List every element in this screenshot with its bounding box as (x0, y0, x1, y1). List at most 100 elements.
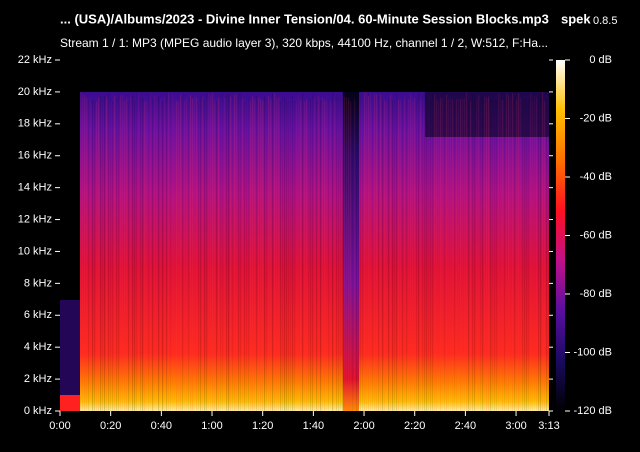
spectrum-texture (238, 93, 240, 411)
spectrum-texture (130, 94, 132, 412)
spectrum-texture (152, 99, 154, 411)
spectrum-texture (322, 97, 324, 412)
x-tick-label: 2:20 (404, 420, 425, 432)
spectrum-texture (320, 100, 322, 412)
spectrum-texture (108, 92, 110, 411)
spectrum-texture (316, 101, 318, 412)
spectrum-texture (180, 94, 182, 411)
spectrum-texture (210, 94, 212, 411)
colorbar-tick-label: -100 dB (573, 346, 612, 358)
spectrum-texture (278, 96, 280, 411)
spectrum-texture (492, 92, 494, 411)
spectrum-texture (466, 92, 468, 411)
spectrum-texture (168, 92, 170, 412)
spectrum-texture (248, 96, 250, 411)
spectrum-texture (164, 97, 166, 412)
spectrum-texture (122, 94, 124, 411)
spectrum-texture (216, 101, 218, 412)
spectrum-texture (402, 97, 404, 411)
spectrum-texture (350, 101, 352, 411)
spectrum-texture (384, 100, 386, 411)
spectrum-texture (324, 100, 326, 411)
spectrum-texture (230, 96, 232, 412)
spectrum-texture (430, 100, 432, 411)
spectrum-texture (378, 95, 380, 411)
spectrum-texture (404, 97, 406, 411)
spectrum-texture (428, 96, 430, 412)
colorbar-tick-label: 0 dB (589, 54, 612, 66)
app-version: 0.8.5 (593, 15, 617, 27)
spectrum-texture (434, 93, 436, 411)
x-tick-label: 1:20 (252, 420, 273, 432)
spectrum-texture (226, 93, 228, 411)
spectrum-texture (80, 92, 82, 411)
spectrum-texture (250, 101, 252, 411)
spectrum-texture (132, 95, 134, 411)
spectrum-texture (426, 95, 428, 411)
spectrum-texture (364, 92, 366, 412)
spectrum-texture (534, 96, 536, 411)
spectrum-texture (98, 97, 100, 412)
spectrum-texture (416, 97, 418, 411)
spectrum-texture (504, 101, 506, 411)
spectrum-texture (450, 97, 452, 411)
spectrum-texture (356, 97, 358, 411)
spectrum-texture (176, 100, 178, 411)
spectrum-texture (186, 98, 188, 411)
spectrum-texture (422, 95, 424, 411)
x-tick-label: 3:13 (538, 420, 559, 432)
spectrum-texture (438, 100, 440, 412)
spectrum-texture (110, 97, 112, 411)
spectrum-texture (148, 92, 150, 412)
spectrogram (60, 60, 550, 412)
spectrum-texture (292, 95, 294, 411)
spectrum-texture (496, 98, 498, 411)
spectrum-texture (512, 93, 514, 411)
spectrum-texture (104, 96, 106, 411)
spectrum-texture (400, 100, 402, 412)
spectrum-texture (408, 99, 410, 412)
spectrum-texture (236, 93, 238, 411)
spectrum-texture (390, 93, 392, 412)
spectrum-texture (348, 98, 350, 412)
spectrum-texture (314, 98, 316, 411)
spectrum-texture (340, 96, 342, 411)
spectrum-texture (412, 101, 414, 411)
y-tick-label: 0 kHz (24, 405, 52, 417)
spectrum-texture (528, 98, 530, 411)
spectrum-texture (242, 98, 244, 412)
spectrum-texture (284, 97, 286, 412)
spectrum-texture (208, 94, 210, 412)
spectrum-texture (486, 98, 488, 411)
spectrum-texture (354, 99, 356, 411)
spectrum-texture (536, 97, 538, 411)
spectrum-texture (254, 100, 256, 412)
spectrum-texture (228, 94, 230, 412)
spectrum-texture (306, 99, 308, 411)
spectrum-texture (522, 100, 524, 412)
y-tick-label: 4 kHz (24, 341, 52, 353)
app-name: spek (561, 11, 591, 26)
x-tick-label: 0:20 (100, 420, 121, 432)
spectrum-texture (480, 95, 482, 411)
spectrum-texture (288, 100, 290, 411)
spectrum-texture (204, 99, 206, 411)
spectrum-texture (84, 95, 86, 411)
spectrum-texture (170, 99, 172, 411)
spectrum-texture (474, 96, 476, 412)
spectrum-texture (222, 93, 224, 411)
spectrum-texture (544, 100, 546, 411)
spectrum-texture (262, 100, 264, 411)
spectrum-texture (282, 96, 284, 412)
spectrum-texture (252, 96, 254, 411)
spectrum-texture (358, 93, 360, 411)
spectrum-texture (178, 101, 180, 411)
spectrum-texture (332, 92, 334, 412)
spectrum-texture (464, 98, 466, 411)
spectrum-texture (172, 93, 174, 412)
spectrum-texture (150, 92, 152, 411)
spectrum-texture (448, 99, 450, 411)
spectrum-texture (370, 92, 372, 411)
spectrum-texture (352, 100, 354, 412)
spectrum-texture (482, 95, 484, 411)
